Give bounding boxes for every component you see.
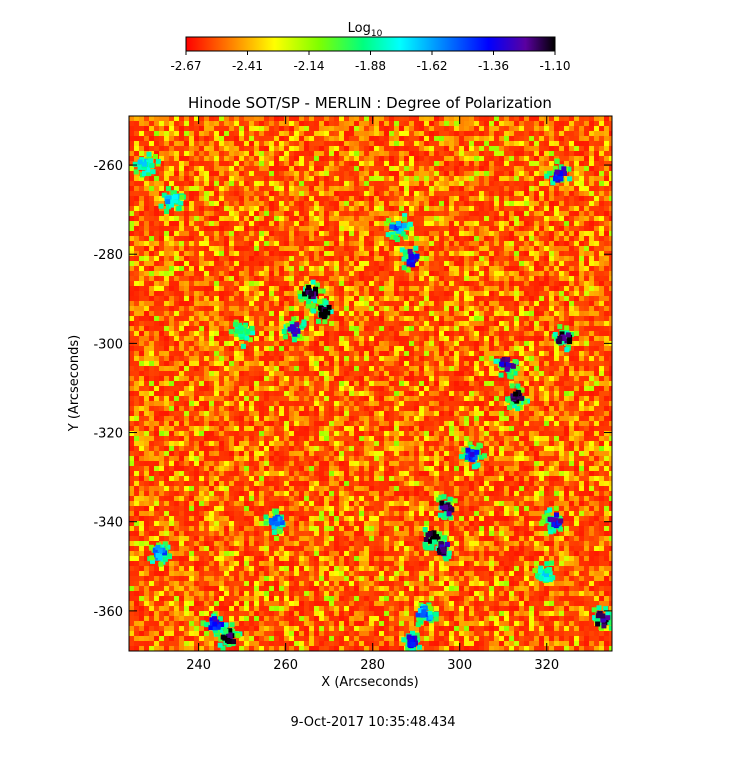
colorbar-tick-label: -2.67 xyxy=(170,59,201,73)
polarization-patch xyxy=(385,213,413,243)
polarization-patch xyxy=(297,279,326,309)
polarization-patch xyxy=(551,324,574,353)
polarization-patch xyxy=(309,298,334,325)
y-tick-label: -360 xyxy=(93,605,123,620)
polarization-patch xyxy=(458,441,487,470)
colorbar-tick-label: -1.36 xyxy=(478,59,509,73)
y-axis-label: Y (Arcseconds) xyxy=(67,335,82,432)
polarization-patch xyxy=(591,605,612,631)
polarization-patch xyxy=(399,245,420,273)
polarization-patch xyxy=(158,186,186,214)
y-tick-label: -260 xyxy=(93,159,123,174)
colorbar-tick-label: -2.14 xyxy=(293,59,324,73)
x-tick-label: 260 xyxy=(273,658,298,673)
polarization-patch xyxy=(263,508,286,535)
polarization-patch xyxy=(505,383,530,412)
polarization-patch xyxy=(147,541,172,567)
colorbar-tick-label: -1.88 xyxy=(355,59,386,73)
polarization-patch xyxy=(544,158,573,186)
colorbar-label: Log10 xyxy=(348,21,383,39)
colorbar-ticks: -2.67 -2.41 -2.14 -1.88 -1.62 -1.36 -1.10 xyxy=(170,51,571,73)
polarization-patch xyxy=(431,535,452,562)
x-axis-label: X (Arcseconds) xyxy=(321,675,418,690)
colorbar xyxy=(185,36,556,52)
timestamp: 9-Oct-2017 10:35:48.434 xyxy=(290,715,455,730)
x-axis: 240 260 280 300 320 xyxy=(186,116,559,673)
x-tick-label: 300 xyxy=(447,658,472,673)
x-tick-label: 280 xyxy=(360,658,385,673)
colorbar-tick-label: -1.10 xyxy=(539,59,570,73)
polarization-patch xyxy=(540,505,564,535)
x-tick-label: 240 xyxy=(186,658,211,673)
colorbar-tick-label: -2.41 xyxy=(232,59,263,73)
x-tick-label: 320 xyxy=(534,658,559,673)
y-tick-label: -280 xyxy=(93,248,123,263)
heatmap-features xyxy=(132,151,612,651)
polarization-patch xyxy=(532,560,556,583)
y-tick-label: -340 xyxy=(93,516,123,531)
polarization-patch xyxy=(281,316,307,343)
y-axis: -260 -280 -300 -320 -340 -360 xyxy=(93,159,612,620)
y-tick-label: -300 xyxy=(93,337,123,352)
polarization-patch xyxy=(200,611,229,637)
polarization-patch xyxy=(493,356,520,380)
chart-title: Hinode SOT/SP - MERLIN : Degree of Polar… xyxy=(188,94,552,112)
polarization-patch xyxy=(415,602,439,628)
y-tick-label: -320 xyxy=(93,427,123,442)
polarization-patch xyxy=(132,151,161,178)
colorbar-tick-label: -1.62 xyxy=(416,59,447,73)
polarization-patch xyxy=(401,630,422,651)
plot-frame xyxy=(128,115,613,652)
polarization-patch xyxy=(228,319,256,349)
polarization-patch xyxy=(436,494,458,521)
